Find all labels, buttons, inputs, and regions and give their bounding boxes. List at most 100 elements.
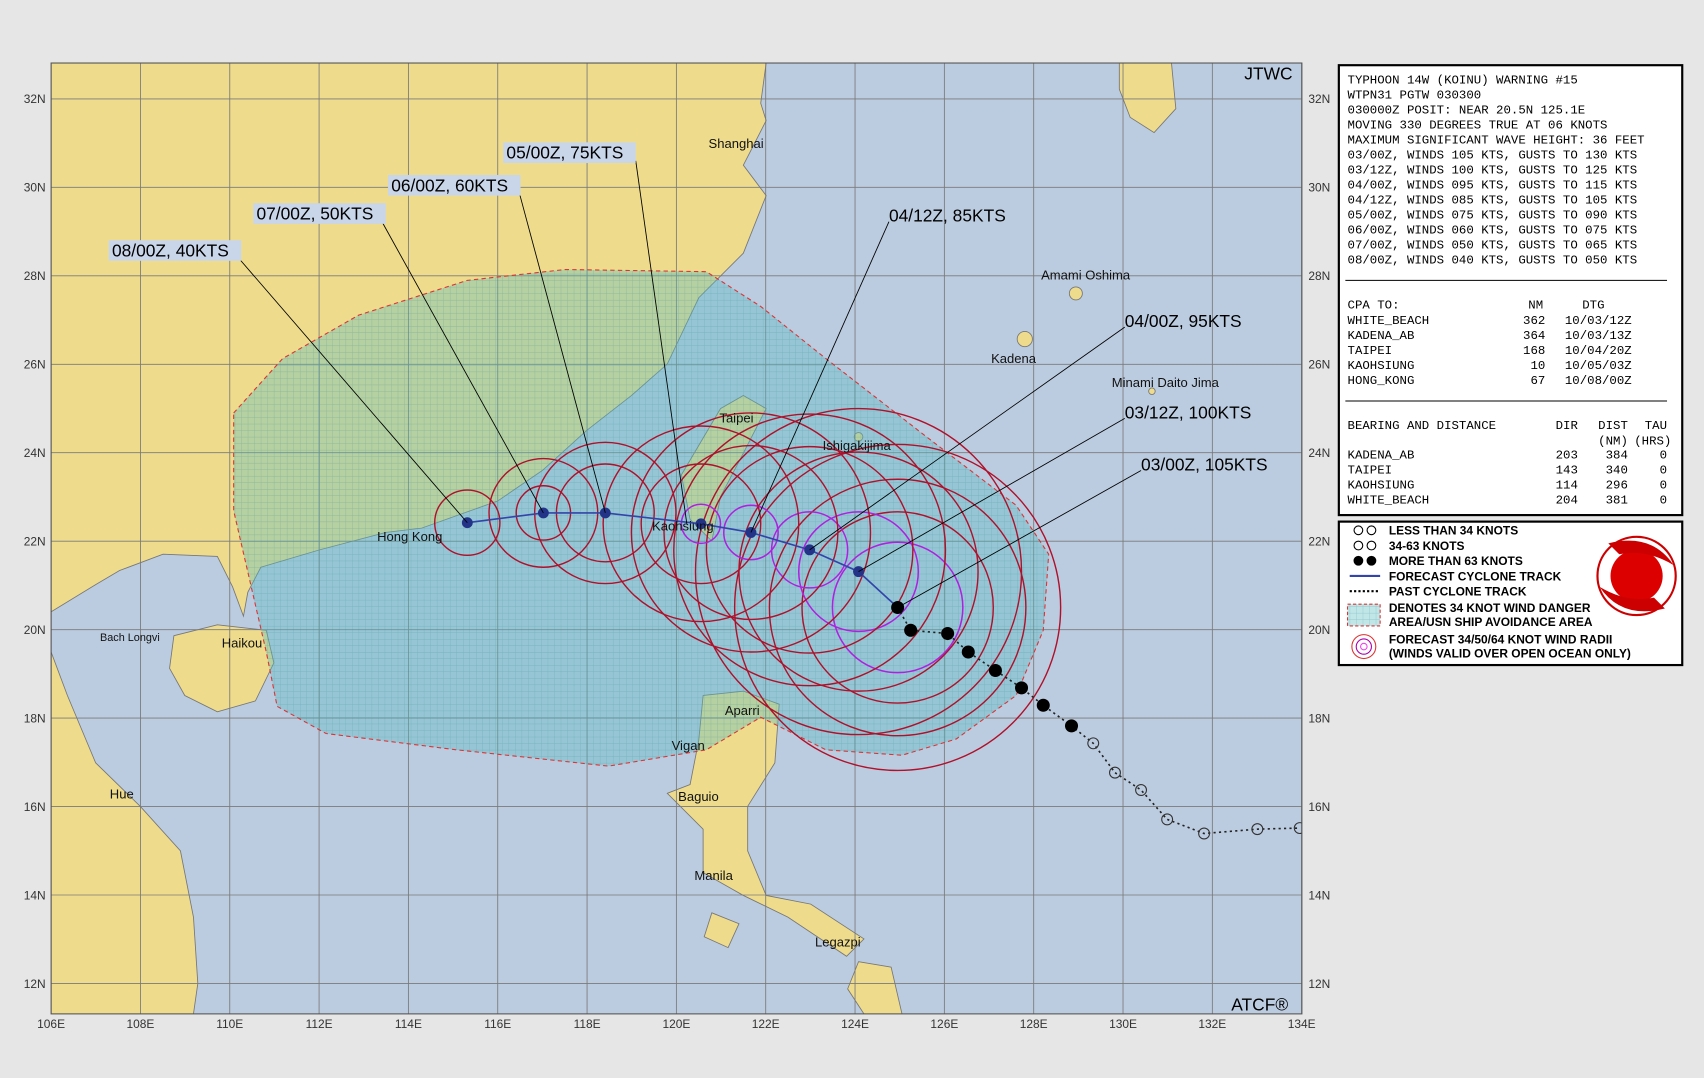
warning-line: 04/00Z, WINDS 095 KTS, GUSTS TO 115 KTS <box>1348 179 1638 193</box>
radius-34-50 <box>801 511 994 704</box>
bearing-cell: 381 <box>1606 494 1628 508</box>
past-point <box>1036 698 1050 712</box>
radius-34-50 <box>733 443 1062 772</box>
map: 03/00Z, 105KTS 03/12Z, 100KTS 04/00Z, 95… <box>51 63 1302 1015</box>
lon-label: 110E <box>216 1017 243 1031</box>
cpa-dtg: 10/05/03Z <box>1565 359 1632 373</box>
place: Kaohsiung <box>652 518 714 533</box>
track-points <box>461 507 1302 840</box>
bearing-cell: 143 <box>1556 464 1578 478</box>
bearing-cell: 204 <box>1556 494 1578 508</box>
cpa-nm: 168 <box>1523 344 1545 358</box>
radius-34-50 <box>673 413 947 687</box>
bearing-cell: 203 <box>1556 449 1578 463</box>
place: Baguio <box>678 789 719 804</box>
forecast-label: 06/00Z, 60KTS <box>391 175 508 195</box>
radius-34-50 <box>738 451 979 692</box>
label-bg <box>503 142 636 164</box>
forecast-point <box>745 527 757 538</box>
warning-line: TYPHOON 14W (KOINU) WARNING #15 <box>1348 74 1578 88</box>
cpa-header: DTG <box>1582 299 1604 313</box>
bearing-header: BEARING AND DISTANCE <box>1348 419 1497 433</box>
radius-34-50 <box>768 478 1027 737</box>
radius-64 <box>680 503 722 545</box>
past-point-weak <box>1251 823 1264 836</box>
lon-label: 130E <box>1109 1017 1137 1031</box>
past-point-weak <box>1135 784 1148 797</box>
warning-line: WTPN31 PGTW 030300 <box>1348 89 1482 103</box>
legend-entry: PAST CYCLONE TRACK <box>1389 585 1527 599</box>
kyushu <box>1118 63 1177 134</box>
forecast-label: 04/00Z, 95KTS <box>1125 311 1242 331</box>
lon-label: 122E <box>752 1017 780 1031</box>
place: Hong Kong <box>377 529 442 544</box>
lon-label: 120E <box>662 1017 690 1031</box>
bearing-cell: 296 <box>1606 479 1628 493</box>
cpa-nm: 67 <box>1530 374 1545 388</box>
warning-line: 03/12Z, WINDS 100 KTS, GUSTS TO 125 KTS <box>1348 164 1638 178</box>
place: Minami Daito Jima <box>1112 375 1220 390</box>
lat-label: 16N <box>1308 800 1330 814</box>
forecast-track <box>467 512 899 609</box>
lat-label: 14N <box>24 888 46 902</box>
lon-label: 126E <box>930 1017 958 1031</box>
past-point <box>904 623 918 637</box>
radius-34-50 <box>630 412 872 653</box>
info-panel <box>1337 64 1684 517</box>
forecast-label: 03/12Z, 100KTS <box>1125 402 1252 422</box>
place: Manila <box>694 868 733 883</box>
bearing-cell: 384 <box>1606 449 1628 463</box>
bearing-cell: 0 <box>1660 464 1667 478</box>
lon-label: 134E <box>1288 1017 1316 1031</box>
bearing-cell: 340 <box>1606 464 1628 478</box>
radius-34-50 <box>705 445 914 654</box>
bearing-subheader: (HRS) <box>1634 434 1671 448</box>
map-frame <box>50 62 1303 1015</box>
forecast-label: 04/12Z, 85KTS <box>889 206 1006 226</box>
legend-entry: FORECAST CYCLONE TRACK <box>1389 569 1562 583</box>
forecast-label: 03/00Z, 105KTS <box>1141 455 1268 475</box>
bearing-cell: TAIPEI <box>1348 464 1393 478</box>
footer-label: ATCF® <box>1231 995 1288 1015</box>
legend-entry: AREA/USN SHIP AVOIDANCE AREA <box>1389 615 1593 629</box>
lon-label: 108E <box>126 1017 154 1031</box>
cpa-dtg: 10/04/20Z <box>1565 344 1632 358</box>
radius-34-50 <box>694 407 1023 736</box>
lat-label: 20N <box>24 623 46 637</box>
cpa-nm: 364 <box>1523 329 1545 343</box>
lat-label: 24N <box>24 446 46 460</box>
warning-line: MOVING 330 DEGREES TRUE AT 06 KNOTS <box>1348 119 1608 133</box>
cpa-header: NM <box>1528 299 1543 313</box>
lat-label: 30N <box>24 181 46 195</box>
lon-label: 118E <box>574 1017 601 1031</box>
jtwc-logo <box>1596 535 1677 617</box>
cpa-dtg: 10/03/13Z <box>1565 329 1632 343</box>
lat-label: 20N <box>1308 623 1330 637</box>
past-point-weak <box>1293 822 1302 835</box>
legend-icons <box>1346 525 1381 660</box>
place: Haikou <box>222 636 263 651</box>
legend-entry: MORE THAN 63 KNOTS <box>1389 554 1523 568</box>
mindoro <box>703 912 740 949</box>
past-point <box>1064 719 1079 733</box>
lat-label: 26N <box>24 358 46 372</box>
place-labels: Shanghai Taipei Kaohsiung Hong Kong Haik… <box>100 136 1220 950</box>
label-bg <box>387 174 521 196</box>
warning-line: 07/00Z, WINDS 050 KTS, GUSTS TO 065 KTS <box>1348 239 1638 253</box>
bearing-cell: KAOHSIUNG <box>1348 479 1415 493</box>
bearing-header: DIST <box>1598 419 1628 433</box>
lat-label: 28N <box>1308 269 1330 283</box>
warning-line: 03/00Z, WINDS 105 KTS, GUSTS TO 130 KTS <box>1348 149 1638 163</box>
bearing-header: TAU <box>1645 419 1667 433</box>
place: Hue <box>110 787 134 802</box>
bearing-cell: WHITE_BEACH <box>1348 494 1430 508</box>
place: Legazpi <box>815 935 861 950</box>
source-label: JTWC <box>1244 63 1292 83</box>
bearing-header: DIR <box>1556 419 1579 433</box>
past-point-weak <box>1161 813 1174 826</box>
forecast-label: 07/00Z, 50KTS <box>256 204 373 224</box>
lat-label: 26N <box>1308 358 1330 372</box>
lat-label: 16N <box>24 800 46 814</box>
